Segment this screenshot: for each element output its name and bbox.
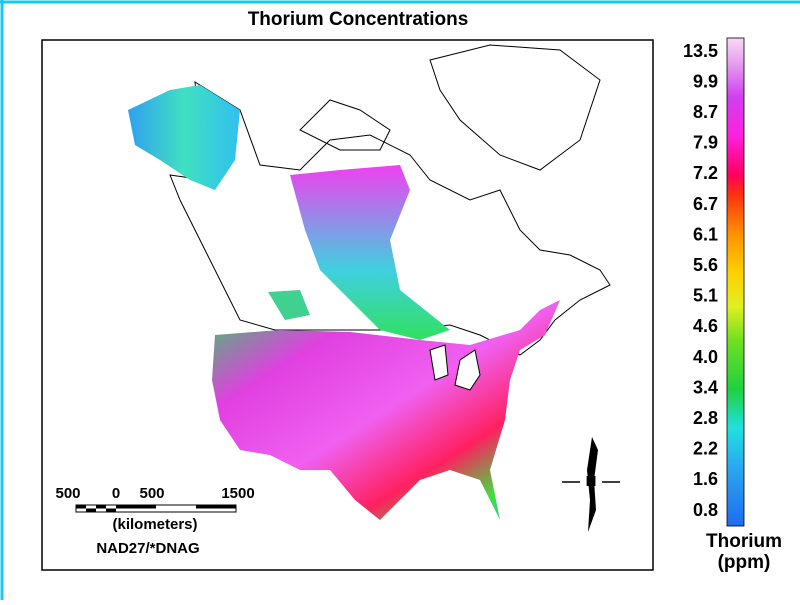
- legend-label: 9.9: [693, 71, 718, 91]
- legend-label: 4.0: [693, 347, 718, 367]
- north-label: N: [586, 473, 597, 490]
- legend-label: 13.5: [683, 41, 718, 61]
- legend-label: 5.6: [693, 255, 718, 275]
- scale-label: 0: [112, 485, 120, 502]
- legend-label: 6.1: [693, 224, 718, 244]
- scale-unit: (kilometers): [112, 516, 197, 533]
- map-title: Thorium Concentrations: [248, 9, 469, 30]
- legend-label: 3.4: [693, 377, 718, 397]
- scale-label: 500: [55, 485, 80, 502]
- scale-bar: 500 0 500 1500 (kilometers) NAD27/*DNAG: [55, 485, 254, 557]
- great-lakes: [429, 344, 449, 381]
- legend-label: 7.9: [693, 133, 718, 153]
- color-bar: [726, 37, 745, 527]
- legend-label: 2.8: [693, 408, 718, 428]
- legend-label: 4.6: [693, 316, 718, 336]
- legend-label: 8.7: [693, 102, 718, 122]
- scale-bar-segment: [86, 508, 96, 512]
- great-lakes: [454, 349, 481, 391]
- scale-bar-segment: [96, 505, 106, 509]
- scale-label: 1500: [221, 485, 254, 502]
- legend-label: 6.7: [693, 194, 718, 214]
- map-outline: [169, 44, 611, 356]
- legend-unit: (ppm): [718, 552, 771, 573]
- canada-data: [290, 165, 450, 340]
- canada-data: [268, 290, 310, 320]
- scale-bar-segment: [116, 505, 156, 509]
- datum-label: NAD27/*DNAG: [96, 540, 199, 557]
- north-arrow: N: [562, 437, 620, 532]
- legend-labels: 13.5 9.9 8.7 7.9 7.2 6.7 6.1 5.6 5.1 4.6 4.0 3.4 2.8…: [683, 41, 718, 520]
- scale-label: 500: [139, 485, 164, 502]
- legend-label: 0.8: [693, 500, 718, 520]
- legend-label: 5.1: [693, 286, 718, 306]
- legend-label: 2.2: [693, 439, 718, 459]
- scale-bar-segment: [76, 505, 86, 509]
- alaska-data: [128, 85, 240, 190]
- legend-title: Thorium: [706, 531, 782, 552]
- scale-bar-segment: [106, 508, 116, 512]
- legend-label: 1.6: [693, 469, 718, 489]
- scale-bar-segment: [196, 505, 236, 509]
- north-arrow-shape: [587, 437, 598, 532]
- legend-label: 7.2: [693, 163, 718, 183]
